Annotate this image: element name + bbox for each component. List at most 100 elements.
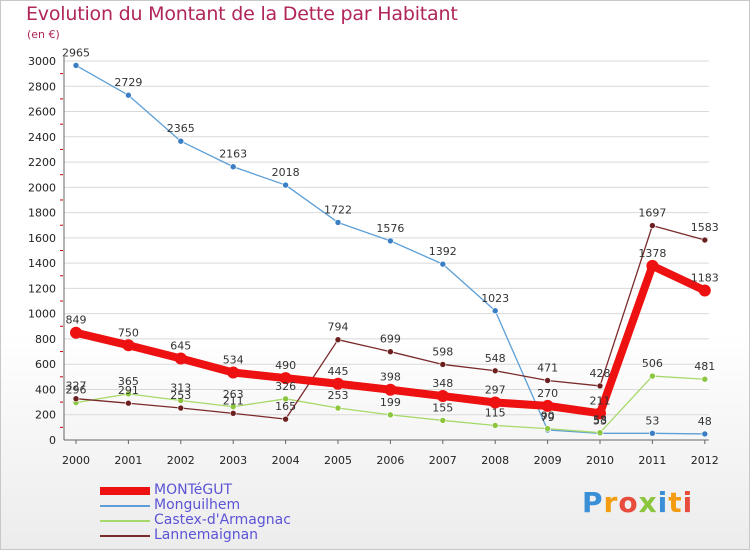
data-label-lannemaignan: 699	[380, 333, 401, 346]
data-label-mont-gut: 849	[66, 314, 87, 327]
legend-swatch	[100, 487, 150, 495]
y-tick-label: 200	[35, 409, 56, 422]
data-point-mont-gut	[646, 259, 659, 272]
legend-label: Lannemaignan	[154, 527, 259, 543]
data-point-mont-gut	[279, 372, 292, 385]
data-label-castex-d-armagnac: 253	[328, 389, 349, 402]
data-label-castex-d-armagnac: 263	[223, 388, 244, 401]
y-tick-label: 3000	[28, 55, 56, 68]
data-point-lannemaignan	[334, 336, 342, 343]
y-tick-label: 2200	[28, 156, 56, 169]
x-tick-label: 2009	[534, 454, 562, 467]
data-label-lannemaignan: 253	[170, 389, 191, 402]
data-point-mont-gut	[594, 407, 606, 420]
data-label-lannemaignan: 327	[66, 380, 87, 393]
data-label-monguilhem: 53	[645, 414, 659, 427]
series-layer	[70, 62, 711, 438]
data-label-mont-gut: 297	[485, 383, 506, 396]
y-tick-label: 1400	[28, 257, 56, 270]
data-label-monguilhem: 48	[698, 415, 712, 428]
data-point-castex-d-armagnac	[387, 411, 394, 419]
data-label-monguilhem: 2365	[167, 122, 195, 135]
data-point-lannemaignan	[387, 348, 394, 355]
data-point-lannemaignan	[649, 222, 656, 229]
logo-letter: i	[682, 486, 694, 519]
data-point-lannemaignan	[491, 367, 499, 375]
x-tick-label: 2010	[586, 454, 614, 467]
x-tick-label: 2002	[167, 454, 195, 467]
data-point-lannemaignan	[439, 361, 447, 368]
data-label-castex-d-armagnac: 313	[170, 381, 191, 394]
data-point-mont-gut	[122, 339, 135, 352]
data-point-castex-d-armagnac	[177, 397, 185, 404]
data-label-monguilhem: 1722	[324, 203, 352, 216]
data-point-monguilhem	[125, 91, 132, 99]
data-point-monguilhem	[229, 163, 237, 171]
y-tick-label: 1600	[28, 232, 56, 245]
data-point-mont-gut	[541, 399, 554, 412]
data-label-lannemaignan: 794	[328, 321, 349, 334]
data-point-castex-d-armagnac	[649, 372, 656, 380]
data-point-castex-d-armagnac	[439, 417, 447, 424]
data-label-monguilhem: 2965	[62, 46, 90, 59]
data-point-lannemaignan	[125, 399, 132, 407]
data-label-castex-d-armagnac: 481	[694, 360, 715, 373]
y-tick-label: 1200	[28, 282, 56, 295]
logo-letter: P	[582, 486, 604, 519]
x-tick-label: 2006	[376, 454, 404, 467]
data-label-lannemaignan: 165	[275, 400, 296, 413]
proxiti-logo: Proxiti	[582, 486, 693, 519]
data-point-monguilhem	[282, 181, 289, 189]
data-point-lannemaignan	[596, 382, 604, 390]
logo-letter: t	[668, 486, 683, 519]
y-tick-label: 2000	[28, 181, 56, 194]
data-label-mont-gut: 398	[380, 371, 401, 384]
data-label-lannemaignan: 211	[223, 394, 244, 407]
data-label-castex-d-armagnac: 199	[380, 396, 401, 409]
data-point-monguilhem	[334, 219, 342, 226]
x-tick-label: 2001	[114, 454, 142, 467]
data-labels-layer: 2965 2729 2365 2163 2018 1722 1576 1392 1023 79 53…	[62, 46, 719, 428]
data-point-castex-d-armagnac	[596, 429, 604, 436]
logo-letter: i	[657, 486, 669, 519]
x-tick-label: 2012	[691, 454, 719, 467]
data-point-mont-gut	[436, 390, 449, 403]
data-label-monguilhem: 53	[593, 414, 607, 427]
data-label-lannemaignan: 1583	[691, 221, 719, 234]
x-tick-label: 2011	[638, 454, 666, 467]
y-tick-label: 1000	[28, 308, 56, 321]
data-point-mont-gut	[70, 326, 82, 339]
y-tick-label: 2600	[28, 106, 56, 119]
data-point-castex-d-armagnac	[334, 404, 342, 412]
legend-swatch	[100, 520, 150, 522]
y-tick-label: 2800	[28, 80, 56, 93]
y-tick-label: 800	[35, 333, 56, 346]
data-label-monguilhem: 2018	[272, 166, 300, 179]
data-point-lannemaignan	[282, 415, 289, 423]
x-tick-label: 2000	[62, 454, 90, 467]
logo-letter: r	[603, 486, 619, 519]
data-point-mont-gut	[384, 383, 397, 396]
legend-label: Castex-d'Armagnac	[154, 512, 291, 528]
data-point-castex-d-armagnac	[491, 422, 499, 429]
data-point-lannemaignan	[229, 410, 237, 417]
data-label-castex-d-armagnac: 155	[432, 401, 453, 414]
data-label-castex-d-armagnac: 326	[275, 380, 296, 393]
data-point-monguilhem	[649, 430, 656, 437]
legend-swatch	[100, 505, 150, 507]
data-point-castex-d-armagnac	[544, 425, 551, 432]
data-label-monguilhem: 2163	[219, 148, 247, 161]
data-label-mont-gut: 534	[223, 354, 244, 367]
data-point-mont-gut	[227, 366, 240, 379]
data-point-castex-d-armagnac	[701, 375, 709, 383]
data-point-mont-gut	[332, 377, 344, 390]
data-point-lannemaignan	[544, 377, 551, 384]
data-label-mont-gut: 490	[275, 359, 296, 372]
data-point-castex-d-armagnac	[125, 390, 132, 398]
data-point-mont-gut	[698, 284, 711, 297]
y-tick-label: 2400	[28, 131, 56, 144]
data-point-lannemaignan	[72, 395, 80, 402]
data-label-lannemaignan: 548	[485, 352, 506, 365]
logo-letter: x	[638, 486, 658, 519]
